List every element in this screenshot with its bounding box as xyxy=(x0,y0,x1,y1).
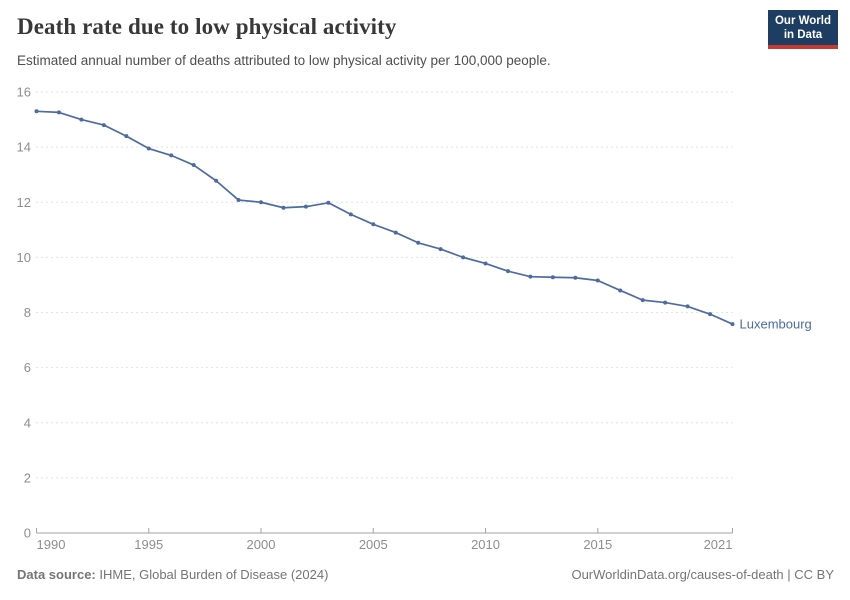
data-point xyxy=(461,255,466,260)
x-axis-label: 2015 xyxy=(583,537,612,552)
data-point xyxy=(101,123,106,128)
owid-logo-line1: Our World xyxy=(774,15,831,27)
data-point xyxy=(416,240,421,245)
x-axis-label: 2000 xyxy=(247,537,276,552)
x-axis-label: 2010 xyxy=(471,537,500,552)
data-point xyxy=(214,178,219,183)
x-axis-label: 2005 xyxy=(359,537,388,552)
data-point xyxy=(393,230,398,235)
data-point xyxy=(348,212,353,217)
data-point xyxy=(505,269,510,274)
data-point xyxy=(371,222,376,227)
data-point xyxy=(326,200,331,205)
data-source-value: IHME, Global Burden of Disease (2024) xyxy=(99,567,329,582)
page-subtitle: Estimated annual number of deaths attrib… xyxy=(17,53,551,68)
data-point xyxy=(550,275,555,280)
data-line xyxy=(35,110,734,325)
y-axis-label: 4 xyxy=(24,415,31,430)
y-axis-label: 16 xyxy=(17,85,31,100)
data-point xyxy=(124,134,129,139)
data-point xyxy=(640,298,645,303)
owid-logo-line2: in Data xyxy=(783,29,823,41)
y-axis-label: 14 xyxy=(17,140,31,155)
credit-link[interactable]: OurWorldinData.org/causes-of-death | CC … xyxy=(571,567,834,582)
data-source-note: Data source: IHME, Global Burden of Dise… xyxy=(17,567,328,582)
x-axis-label: 2021 xyxy=(704,537,733,552)
data-point xyxy=(663,300,668,305)
data-point xyxy=(708,312,713,317)
data-source-label: Data source: xyxy=(17,567,96,582)
data-point xyxy=(438,247,443,252)
owid-logo: Our World in Data xyxy=(768,10,838,49)
y-axis-label: 0 xyxy=(24,526,31,541)
data-point xyxy=(528,274,533,279)
chart-footer: Data source: IHME, Global Burden of Dise… xyxy=(17,567,834,582)
y-axis-label: 6 xyxy=(24,360,31,375)
y-axis-label: 8 xyxy=(24,305,31,320)
data-point xyxy=(618,288,623,293)
data-point xyxy=(483,261,488,266)
y-axis-label: 2 xyxy=(24,470,31,485)
series-end-label: Luxembourg xyxy=(740,317,812,332)
data-point xyxy=(281,205,286,210)
x-axis-label: 1990 xyxy=(37,537,66,552)
data-point xyxy=(303,204,308,209)
data-point xyxy=(236,198,241,203)
data-point xyxy=(685,304,690,309)
data-point xyxy=(573,275,578,280)
data-point xyxy=(79,117,84,122)
data-point xyxy=(730,322,735,327)
data-point xyxy=(34,109,39,114)
data-point xyxy=(56,110,61,115)
y-axis-label: 12 xyxy=(17,195,31,210)
page-title: Death rate due to low physical activity xyxy=(17,14,397,39)
data-point xyxy=(191,163,196,168)
x-axis-label: 1995 xyxy=(134,537,163,552)
y-axis-label: 10 xyxy=(17,250,31,265)
data-point xyxy=(169,153,174,158)
data-point xyxy=(259,200,264,205)
data-point xyxy=(595,278,600,283)
data-point xyxy=(146,146,151,151)
